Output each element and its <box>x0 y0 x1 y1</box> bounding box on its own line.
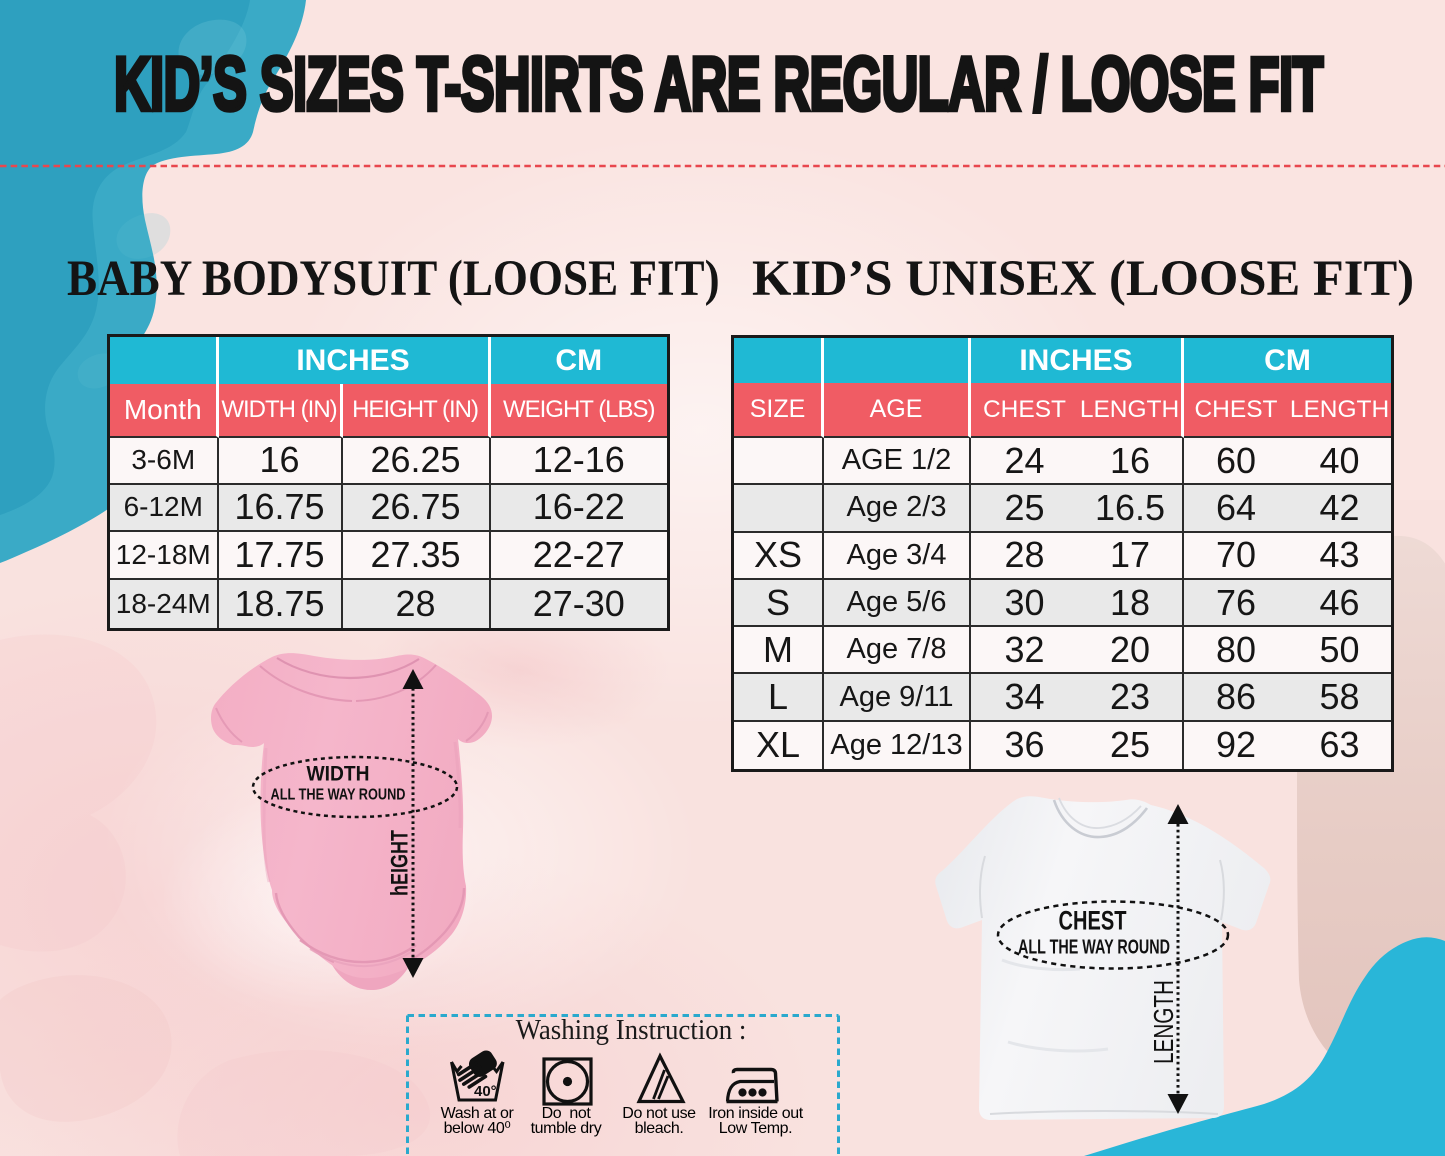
svg-text:WIDTH: WIDTH <box>307 762 370 786</box>
svg-text:LENGTH: LENGTH <box>1148 980 1179 1064</box>
svg-text:CHEST: CHEST <box>1059 906 1127 936</box>
svg-text:ALL THE WAY ROUND: ALL THE WAY ROUND <box>271 787 406 804</box>
svg-text:ALL THE WAY ROUND: ALL THE WAY ROUND <box>1018 936 1170 959</box>
svg-text:hEIGHT: hEIGHT <box>387 830 414 896</box>
svg-text:40°: 40° <box>474 1083 497 1100</box>
